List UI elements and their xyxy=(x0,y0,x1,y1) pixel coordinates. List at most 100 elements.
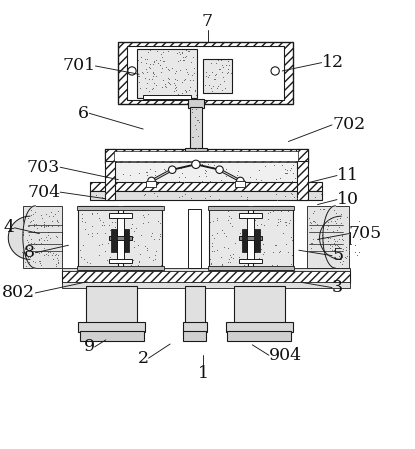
Point xyxy=(215,57,221,64)
Point xyxy=(338,220,344,227)
Point xyxy=(311,207,317,214)
Text: 6: 6 xyxy=(78,105,89,122)
Point xyxy=(227,251,234,258)
Point xyxy=(110,204,116,211)
Point xyxy=(153,82,160,89)
Point xyxy=(195,172,202,180)
Point xyxy=(332,237,338,244)
Point xyxy=(220,229,227,237)
Point xyxy=(161,83,168,90)
Point xyxy=(283,169,290,176)
Point xyxy=(210,83,217,90)
Point xyxy=(191,121,198,128)
Point xyxy=(54,259,61,266)
Point xyxy=(127,261,134,269)
Point xyxy=(213,85,220,92)
Point xyxy=(138,231,144,238)
Point xyxy=(208,85,215,92)
Point xyxy=(279,161,286,168)
Point xyxy=(79,242,86,249)
Point xyxy=(166,80,173,87)
Point xyxy=(312,194,319,201)
Point xyxy=(271,266,277,273)
Point xyxy=(54,217,61,224)
Point xyxy=(135,242,142,249)
Bar xyxy=(90,191,322,200)
Point xyxy=(152,255,159,263)
Bar xyxy=(123,206,162,270)
Point xyxy=(228,215,234,222)
Bar xyxy=(78,322,145,331)
Point xyxy=(282,240,289,247)
Point xyxy=(318,191,325,198)
Point xyxy=(312,219,319,226)
Point xyxy=(277,248,283,255)
Point xyxy=(276,248,283,255)
Point xyxy=(150,189,157,197)
Point xyxy=(242,230,249,238)
Point xyxy=(108,211,115,219)
Point xyxy=(212,70,219,77)
Point xyxy=(79,214,86,221)
Point xyxy=(156,62,163,69)
Point xyxy=(320,238,327,246)
Point xyxy=(44,222,51,229)
Point xyxy=(127,171,133,178)
Point xyxy=(88,233,95,240)
Point xyxy=(205,82,212,89)
Point xyxy=(183,47,189,54)
Point xyxy=(177,66,183,74)
Point xyxy=(285,207,291,214)
Point xyxy=(284,169,290,176)
Point xyxy=(214,230,220,237)
Point xyxy=(222,232,229,239)
Point xyxy=(226,256,233,263)
Point xyxy=(112,224,119,231)
Circle shape xyxy=(168,166,176,173)
Point xyxy=(100,221,107,229)
Point xyxy=(334,216,341,223)
Point xyxy=(280,204,286,211)
Point xyxy=(307,239,314,247)
Point xyxy=(218,226,225,233)
Point xyxy=(156,57,163,64)
Point xyxy=(41,251,48,259)
Point xyxy=(158,50,165,57)
Point xyxy=(89,210,95,217)
Point xyxy=(325,252,331,259)
Point xyxy=(334,238,340,245)
Point xyxy=(122,205,129,212)
Point xyxy=(243,239,249,246)
Point xyxy=(271,162,278,169)
Point xyxy=(26,259,32,266)
Point xyxy=(136,169,143,176)
Point xyxy=(206,192,213,199)
Point xyxy=(278,207,284,215)
Point xyxy=(129,233,136,241)
Point xyxy=(281,169,288,176)
Point xyxy=(274,261,281,269)
Point xyxy=(108,226,115,233)
Point xyxy=(182,190,188,197)
Point xyxy=(40,220,47,227)
Point xyxy=(36,249,43,256)
Point xyxy=(356,249,362,256)
Bar xyxy=(114,151,298,161)
Point xyxy=(145,48,151,55)
Point xyxy=(174,76,181,83)
Point xyxy=(98,194,105,201)
Point xyxy=(38,222,44,229)
Point xyxy=(37,258,44,265)
Point xyxy=(208,260,215,267)
Point xyxy=(238,193,244,200)
Point xyxy=(37,212,44,219)
Point xyxy=(224,204,231,211)
Point xyxy=(152,174,159,181)
Point xyxy=(138,54,145,61)
Point xyxy=(190,54,197,61)
Point xyxy=(325,219,331,226)
Point xyxy=(222,84,229,92)
Point xyxy=(273,206,280,213)
Point xyxy=(305,229,312,236)
Point xyxy=(113,264,120,271)
